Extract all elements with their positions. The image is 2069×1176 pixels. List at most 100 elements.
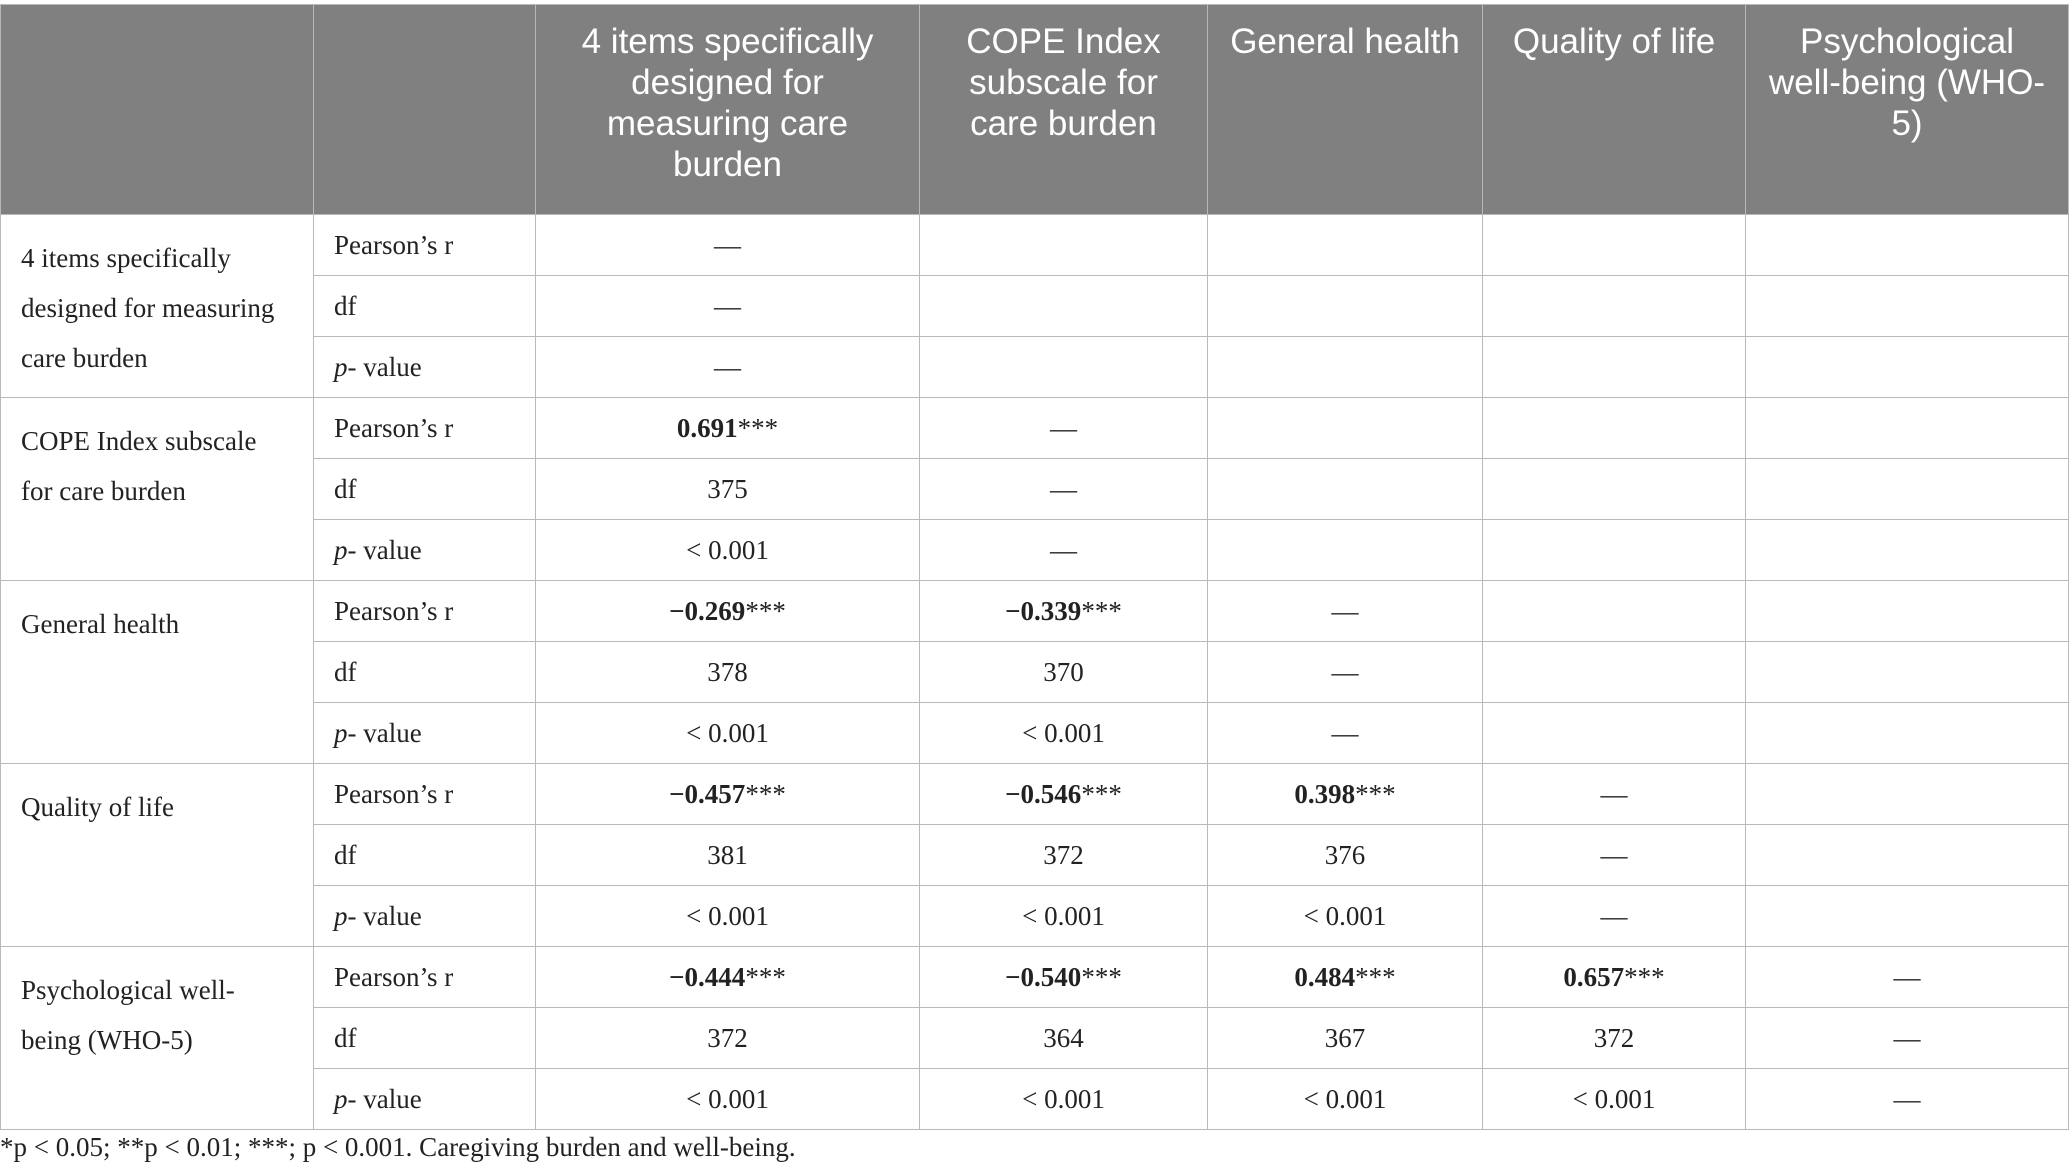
cell-value: — bbox=[1050, 534, 1077, 565]
value-cell: 372 bbox=[919, 824, 1208, 886]
cell-value: −0.269 bbox=[669, 595, 746, 626]
value-cell: < 0.001 bbox=[1482, 1068, 1746, 1130]
statistic-label: df bbox=[313, 824, 536, 886]
statistic-label: p- value bbox=[313, 519, 536, 581]
value-cell: — bbox=[919, 397, 1208, 459]
cell-value: 0.398 bbox=[1294, 778, 1356, 809]
value-cell: −0.444*** bbox=[535, 946, 920, 1008]
statistic-text: df bbox=[334, 1022, 357, 1053]
statistic-label: df bbox=[313, 275, 536, 337]
cell-value: 367 bbox=[1324, 1022, 1366, 1053]
cell-value: — bbox=[1600, 778, 1628, 809]
value-cell: 376 bbox=[1207, 824, 1483, 886]
table-row: COPE Index subscale for care burden Pears… bbox=[0, 397, 2069, 581]
cell-value: — bbox=[1331, 717, 1359, 748]
value-cell: 367 bbox=[1207, 1007, 1483, 1069]
cell-value: — bbox=[1331, 656, 1359, 687]
cell-value: — bbox=[1893, 1022, 1921, 1053]
cell-value: < 0.001 bbox=[1022, 717, 1105, 748]
value-cell: — bbox=[1745, 1068, 2069, 1130]
column-header: Psychological well-being (WHO-5) bbox=[1745, 4, 2069, 215]
value-cell: — bbox=[919, 519, 1208, 581]
column-header bbox=[0, 4, 314, 215]
value-cell: — bbox=[1745, 1007, 2069, 1069]
cell-value: — bbox=[714, 351, 741, 382]
value-cell bbox=[1745, 641, 2069, 703]
value-cell: — bbox=[1745, 946, 2069, 1008]
value-cell: 0.691*** bbox=[535, 397, 920, 459]
value-cell bbox=[1745, 214, 2069, 276]
cell-value: 0.691 bbox=[676, 412, 738, 443]
statistic-text: p- value bbox=[334, 1083, 422, 1114]
statistic-text: Pearson’s r bbox=[334, 229, 454, 260]
cell-value: < 0.001 bbox=[1022, 900, 1105, 931]
row-group-label: 4 items specifically designed for measur… bbox=[0, 214, 314, 398]
value-cell: 0.484*** bbox=[1207, 946, 1483, 1008]
cell-value: — bbox=[1050, 412, 1077, 443]
value-cell: −0.540*** bbox=[919, 946, 1208, 1008]
significance-marker: *** bbox=[1081, 961, 1122, 992]
value-cell bbox=[919, 214, 1208, 276]
value-cell: — bbox=[1482, 763, 1746, 825]
cell-value: 378 bbox=[707, 656, 748, 687]
cell-value: 375 bbox=[707, 473, 748, 504]
value-cell: — bbox=[1207, 641, 1483, 703]
value-cell: < 0.001 bbox=[535, 885, 920, 947]
table-row: p- value — bbox=[1, 336, 2069, 398]
table-row: p- value < 0.001 < 0.001 < 0.001 < 0.001 — bbox=[1, 1068, 2069, 1130]
cell-value: 370 bbox=[1043, 656, 1084, 687]
value-cell: 0.657*** bbox=[1482, 946, 1746, 1008]
statistic-text: Pearson’s r bbox=[334, 778, 454, 809]
statistic-text: df bbox=[334, 839, 357, 870]
statistic-label: Pearson’s r bbox=[313, 214, 536, 276]
cell-value: < 0.001 bbox=[686, 534, 769, 565]
cell-value: < 0.001 bbox=[686, 900, 769, 931]
column-header: Quality of life bbox=[1482, 4, 1746, 215]
significance-marker: *** bbox=[1081, 778, 1122, 809]
significance-marker: *** bbox=[1624, 961, 1665, 992]
value-cell: 378 bbox=[535, 641, 920, 703]
value-cell bbox=[1207, 275, 1483, 337]
value-cell: — bbox=[1482, 824, 1746, 886]
statistic-text: p- value bbox=[334, 534, 422, 565]
cell-value: — bbox=[714, 229, 741, 260]
cell-value: 364 bbox=[1043, 1022, 1084, 1053]
value-cell: 0.398*** bbox=[1207, 763, 1483, 825]
value-cell bbox=[1482, 397, 1746, 459]
table-header: 4 items specifically designed for measur… bbox=[0, 4, 2069, 215]
statistic-label: p- value bbox=[313, 1068, 536, 1130]
statistic-label: Pearson’s r bbox=[313, 397, 536, 459]
table-row: 4 items specifically designed for measur… bbox=[0, 214, 2069, 398]
statistic-text: df bbox=[334, 290, 357, 321]
statistic-label: p- value bbox=[313, 885, 536, 947]
significance-marker: *** bbox=[745, 778, 786, 809]
cell-value: — bbox=[1600, 900, 1628, 931]
row-group-label: Psychological well-being (WHO-5) bbox=[0, 946, 314, 1130]
table-row: Psychological well-being (WHO-5) Pearson’… bbox=[0, 946, 2069, 1130]
value-cell: < 0.001 bbox=[919, 1068, 1208, 1130]
significance-marker: *** bbox=[745, 961, 786, 992]
value-cell: 375 bbox=[535, 458, 920, 520]
value-cell bbox=[1207, 519, 1483, 581]
statistic-text: Pearson’s r bbox=[334, 412, 454, 443]
correlation-table: 4 items specifically designed for measur… bbox=[0, 4, 2069, 1130]
cell-value: −0.457 bbox=[669, 778, 746, 809]
value-cell: 381 bbox=[535, 824, 920, 886]
value-cell: 364 bbox=[919, 1007, 1208, 1069]
value-cell bbox=[1207, 397, 1483, 459]
table-row: p- value < 0.001 < 0.001 — bbox=[1, 702, 2069, 764]
table-row: df 381 372 376 — bbox=[1, 824, 2069, 886]
statistic-text: Pearson’s r bbox=[334, 961, 454, 992]
statistic-label: df bbox=[313, 458, 536, 520]
table-row: df 378 370 — bbox=[1, 641, 2069, 703]
cell-value: 372 bbox=[1593, 1022, 1635, 1053]
significance-marker: *** bbox=[745, 595, 786, 626]
cell-value: — bbox=[1331, 595, 1359, 626]
row-group-label: Quality of life bbox=[0, 763, 314, 947]
statistic-text: p- value bbox=[334, 351, 422, 382]
statistic-text: p- value bbox=[334, 900, 422, 931]
cell-value: 372 bbox=[707, 1022, 748, 1053]
value-cell bbox=[1745, 763, 2069, 825]
cell-value: −0.444 bbox=[669, 961, 746, 992]
statistic-text: df bbox=[334, 473, 357, 504]
